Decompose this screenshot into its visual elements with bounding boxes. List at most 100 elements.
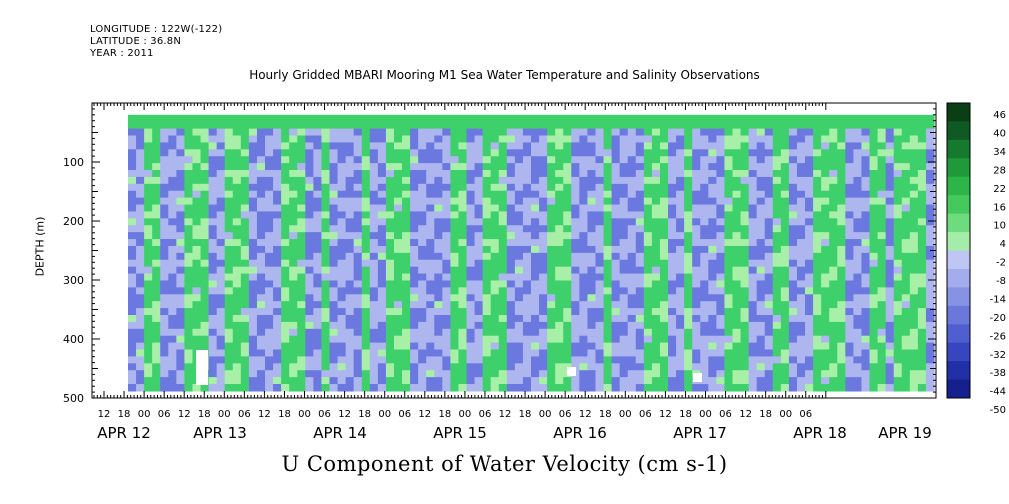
heatmap-cell [410,114,419,123]
heatmap-cell [813,245,822,254]
heatmap-cell [829,370,838,378]
heatmap-cell [353,190,363,199]
heatmap-cell [450,163,460,171]
heatmap-cell [289,294,298,302]
heatmap-cell [571,342,580,351]
heatmap-cell [297,197,306,206]
heatmap-cell [337,328,347,337]
heatmap-cell [740,280,750,288]
heatmap-cell [651,273,661,282]
heatmap-cell [184,225,194,233]
heatmap-cell [635,239,645,247]
heatmap-cell [434,287,443,295]
heatmap-cell [377,239,387,247]
heatmap-cell [635,211,645,219]
heatmap-cell [651,294,661,302]
heatmap-cell [345,273,355,282]
heatmap-cell [514,163,524,171]
heatmap-cell [256,204,266,213]
heatmap-cell [869,294,879,302]
heatmap-cell [168,218,177,226]
heatmap-cell [748,356,758,364]
heatmap-cell [216,294,226,302]
heatmap-cell [369,259,379,268]
x-hour-label: 12 [579,409,592,420]
heatmap-cell [224,245,234,254]
heatmap-cell [805,301,814,309]
heatmap-cell [756,335,766,344]
heatmap-cell [232,349,242,357]
heatmap-cell [796,328,806,337]
heatmap-cell [256,252,266,261]
heatmap-cell [925,266,935,275]
heatmap-cell [458,280,468,288]
heatmap-cell [353,128,363,137]
heatmap-cell [393,142,403,150]
heatmap-cell [144,363,153,371]
heatmap-cell [297,363,306,371]
heatmap-cell [643,363,653,371]
heatmap-cell [385,170,395,178]
heatmap-cell [200,301,210,309]
heatmap-cell [305,308,314,316]
heatmap-cell [684,211,693,219]
heatmap-cell [668,128,677,137]
heatmap-cell [837,301,846,309]
heatmap-cell [732,356,742,364]
heatmap-cell [216,128,226,137]
heatmap-cell [313,287,323,295]
heatmap-cell [321,328,331,337]
heatmap-cell [498,190,508,199]
heatmap-cell [909,321,919,330]
heatmap-cell [668,204,677,213]
heatmap-cell [716,335,726,344]
colorbar-label: -50 [990,405,1006,416]
heatmap-cell [853,335,863,344]
heatmap-cell [740,349,750,357]
heatmap-cell [756,156,766,164]
heatmap-cell [732,280,742,288]
heatmap-cell [265,128,274,137]
heatmap-cell [410,190,419,199]
heatmap-cell [740,301,750,309]
heatmap-cell [393,321,403,330]
heatmap-cell [772,356,782,364]
heatmap-cell [136,301,145,309]
heatmap-cell [208,266,218,275]
heatmap-cell [829,363,838,371]
heatmap-cell [692,156,701,164]
heatmap-cell [708,356,717,364]
heatmap-cell [289,280,298,288]
heatmap-cell [265,114,274,123]
heatmap-cell [788,301,798,309]
heatmap-cell [410,266,419,275]
heatmap-cell [216,280,226,288]
heatmap-cell [829,245,838,254]
heatmap-cell [176,218,186,226]
heatmap-cell [764,225,774,233]
heatmap-cell [821,335,830,344]
heatmap-cell [337,321,347,330]
heatmap-cell [136,149,145,157]
heatmap-cell [337,239,347,247]
heatmap-cell [490,232,500,240]
heatmap-cell [160,280,169,288]
heatmap-cell [571,149,580,157]
heatmap-cell [337,163,347,171]
heatmap-cell [917,384,927,392]
colorbar-segment [947,232,970,251]
heatmap-cell [676,349,685,357]
heatmap-cell [305,349,314,357]
heatmap-cell [659,335,669,344]
heatmap-cell [410,232,419,240]
heatmap-cell [208,321,218,330]
heatmap-cell [539,280,548,288]
heatmap-cell [224,252,234,261]
heatmap-cell [281,259,290,268]
heatmap-cell [805,370,814,378]
heatmap-cell [740,245,750,254]
heatmap-cell [651,149,661,157]
heatmap-cell [917,232,927,240]
heatmap-cell [587,156,597,164]
heatmap-cell [611,239,621,247]
